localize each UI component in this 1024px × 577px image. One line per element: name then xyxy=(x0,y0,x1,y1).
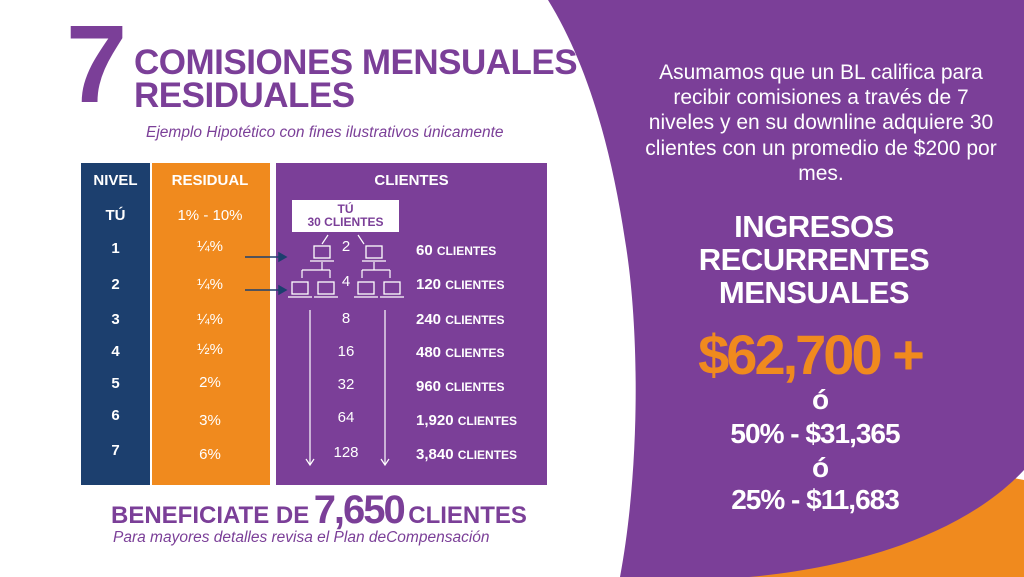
residual-cell: 1% - 10% xyxy=(177,207,243,224)
option-50-percent: 50% - $31,365 xyxy=(730,418,900,449)
residual-cell: 2% xyxy=(199,374,221,391)
residual-cell: ¼% xyxy=(197,238,223,255)
benefit-suffix: CLIENTES xyxy=(408,502,527,529)
residual-cell: ¼% xyxy=(197,276,223,293)
benefit-line: BENEFICIATE DE 7,650 CLIENTES xyxy=(111,488,527,533)
laptop-icon xyxy=(362,245,386,262)
income-amount: $62,700 + xyxy=(698,323,925,386)
residual-column xyxy=(150,163,270,485)
arrow-down-icon xyxy=(305,310,315,467)
nivel-cell: 1 xyxy=(111,240,120,257)
or-separator-1: ó xyxy=(811,384,829,415)
count-cell: 32 xyxy=(337,376,355,393)
purple-panel-shape xyxy=(548,0,1024,577)
ingresos-heading: INGRESOS RECURRENTES MENSUALES xyxy=(664,209,964,311)
count-cell: 128 xyxy=(333,444,359,461)
or-separator-2: ó xyxy=(811,452,829,483)
title-line-1: COMISIONES MENSUALES xyxy=(134,43,578,82)
ingresos-line-3: MENSUALES xyxy=(718,275,910,311)
nivel-cell: TÚ xyxy=(105,207,126,224)
clients-cell: 960 CLIENTES xyxy=(416,378,505,395)
title-line-2: RESIDUALES xyxy=(134,76,355,115)
tu-box-clients: 30 CLIENTES xyxy=(307,215,384,229)
benefit-number: 7,650 xyxy=(313,488,406,532)
nivel-cell: 6 xyxy=(111,407,120,424)
count-cell: 2 xyxy=(341,238,351,255)
nivel-cell: 7 xyxy=(111,442,120,459)
assumption-text: Asumamos que un BL califica para recibir… xyxy=(645,61,997,185)
nivel-cell: 3 xyxy=(111,311,120,328)
laptop-icon xyxy=(288,281,312,298)
laptop-icon xyxy=(354,281,378,298)
nivel-cell: 4 xyxy=(111,343,120,360)
clients-cell: 240 CLIENTES xyxy=(416,311,505,328)
laptop-icon xyxy=(314,281,338,298)
clients-cell: 3,840 CLIENTES xyxy=(416,446,518,463)
nivel-column xyxy=(81,163,150,485)
count-cell: 4 xyxy=(341,273,351,290)
residual-cell: 6% xyxy=(199,446,221,463)
tree-diagram xyxy=(245,234,404,467)
ingresos-line-2: RECURRENTES xyxy=(698,242,930,278)
ingresos-line-1: INGRESOS xyxy=(734,209,894,244)
count-cell: 8 xyxy=(341,310,351,327)
slide-number: 7 xyxy=(66,3,127,126)
laptop-icon xyxy=(380,281,404,298)
residual-cell: ¼% xyxy=(197,311,223,328)
residual-cell: ½% xyxy=(197,341,223,358)
header-clientes: CLIENTES xyxy=(374,172,449,189)
footer-note: Para mayores detalles revisa el Plan deC… xyxy=(113,529,490,546)
clients-cell: 60 CLIENTES xyxy=(416,242,497,259)
clients-cell: 120 CLIENTES xyxy=(416,276,505,293)
count-cell: 16 xyxy=(337,343,355,360)
tu-box-label: TÚ xyxy=(337,202,354,216)
count-cell: 64 xyxy=(337,409,355,426)
clients-cell: 1,920 CLIENTES xyxy=(416,412,518,429)
arrow-right-icon xyxy=(245,251,288,263)
residual-cell: 3% xyxy=(199,412,221,429)
header-residual: RESIDUAL xyxy=(171,172,249,189)
arrow-right-icon xyxy=(245,284,288,296)
benefit-prefix: BENEFICIATE DE xyxy=(111,502,310,529)
option-25-percent: 25% - $11,683 xyxy=(731,484,900,515)
laptop-icon xyxy=(310,245,334,262)
nivel-cell: 2 xyxy=(111,276,120,293)
header-nivel: NIVEL xyxy=(93,172,138,189)
nivel-cell: 5 xyxy=(111,375,120,392)
subtitle: Ejemplo Hipotético con fines ilustrativo… xyxy=(146,124,504,141)
clients-cell: 480 CLIENTES xyxy=(416,344,505,361)
tu-box: TÚ 30 CLIENTES xyxy=(292,200,399,232)
arrow-down-icon xyxy=(380,310,390,467)
